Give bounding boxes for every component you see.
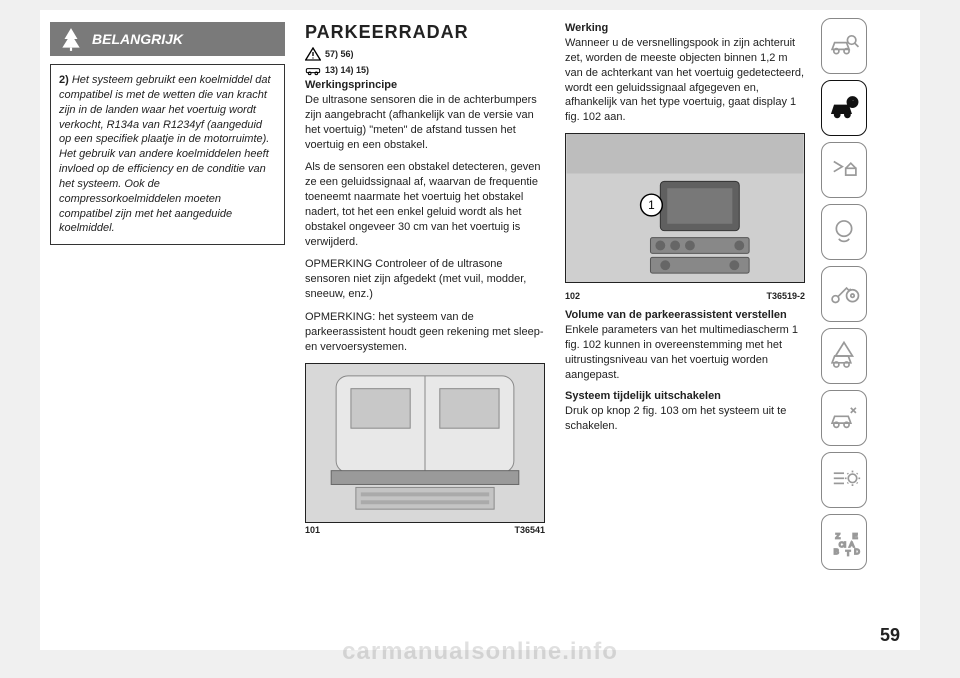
subhead-werking: Werking — [565, 22, 805, 34]
important-label: BELANGRIJK — [92, 31, 183, 47]
subhead-uitschakelen: Systeem tijdelijk uitschakelen — [565, 390, 805, 402]
para-2-3: OPMERKING Controleer of de ultrasone sen… — [305, 257, 545, 302]
tab-hazard[interactable] — [821, 328, 867, 384]
figure-101-caption: 101 T36541 — [305, 525, 545, 535]
sidebar-tabs: i ZEBDICAT — [815, 10, 875, 650]
svg-text:C: C — [839, 540, 845, 549]
para-3-2: Enkele parameters van het multimediasche… — [565, 323, 805, 382]
para-2-4: OPMERKING: het systeem van de parkeerass… — [305, 310, 545, 355]
fig-num-101: 101 — [305, 525, 320, 535]
ref-warning: 57) 56) — [305, 47, 545, 61]
para-2-2: Als de sensoren een obstakel detecteren,… — [305, 160, 545, 249]
car-caution-icon — [305, 63, 321, 77]
ref-caution: 13) 14) 15) — [305, 63, 545, 77]
fig-code-101: T36541 — [514, 525, 545, 535]
svg-text:1: 1 — [648, 198, 655, 212]
column-1: BELANGRIJK 2) Het systeem gebruikt een k… — [40, 10, 295, 650]
svg-text:Z: Z — [836, 532, 841, 541]
figure-102: 1 — [565, 133, 805, 283]
page-number: 59 — [880, 625, 900, 646]
column-3: Werking Wanneer u de versnellingspook in… — [555, 10, 815, 650]
tab-car-info[interactable]: i — [821, 80, 867, 136]
callout-text: Het systeem gebruikt een koelmiddel dat … — [59, 74, 271, 234]
ref-text-2: 13) 14) 15) — [325, 65, 369, 75]
figure-101 — [305, 363, 545, 523]
tree-icon — [58, 26, 84, 52]
dashboard-illustration: 1 — [566, 134, 804, 282]
tab-service[interactable] — [821, 390, 867, 446]
important-callout-header: BELANGRIJK — [50, 22, 285, 56]
fig-code-102: T36519-2 — [766, 291, 805, 301]
van-rear-illustration — [306, 364, 544, 522]
important-callout-box: 2) Het systeem gebruikt een koelmiddel d… — [50, 64, 285, 245]
tab-car-search[interactable] — [821, 18, 867, 74]
callout-number: 2) — [59, 74, 69, 86]
para-3-3: Druk op knop 2 fig. 103 om het systeem u… — [565, 404, 805, 434]
subhead-werkingsprincipe: Werkingsprincipe — [305, 79, 545, 91]
section-title: PARKEERRADAR — [305, 22, 545, 43]
ref-text-1: 57) 56) — [325, 49, 354, 59]
column-2: PARKEERRADAR 57) 56) 13) 14) 15) Werking… — [295, 10, 555, 650]
warning-triangle-icon — [305, 47, 321, 61]
svg-text:A: A — [849, 540, 855, 549]
manual-page: BELANGRIJK 2) Het systeem gebruikt een k… — [40, 10, 920, 650]
svg-text:E: E — [853, 532, 858, 541]
svg-text:T: T — [846, 549, 851, 558]
tab-airbag[interactable] — [821, 204, 867, 260]
para-3-1: Wanneer u de versnellingspook in zijn ac… — [565, 36, 805, 125]
tab-key-steering[interactable] — [821, 266, 867, 322]
para-2-1: De ultrasone sensoren die in de achterbu… — [305, 93, 545, 152]
figure-102-caption: 102 T36519-2 — [565, 291, 805, 301]
subhead-volume: Volume van de parkeerassistent verstelle… — [565, 309, 805, 321]
tab-index[interactable]: ZEBDICAT — [821, 514, 867, 570]
tab-lights[interactable] — [821, 142, 867, 198]
tab-settings-list[interactable] — [821, 452, 867, 508]
fig-num-102: 102 — [565, 291, 580, 301]
svg-text:D: D — [854, 547, 860, 556]
